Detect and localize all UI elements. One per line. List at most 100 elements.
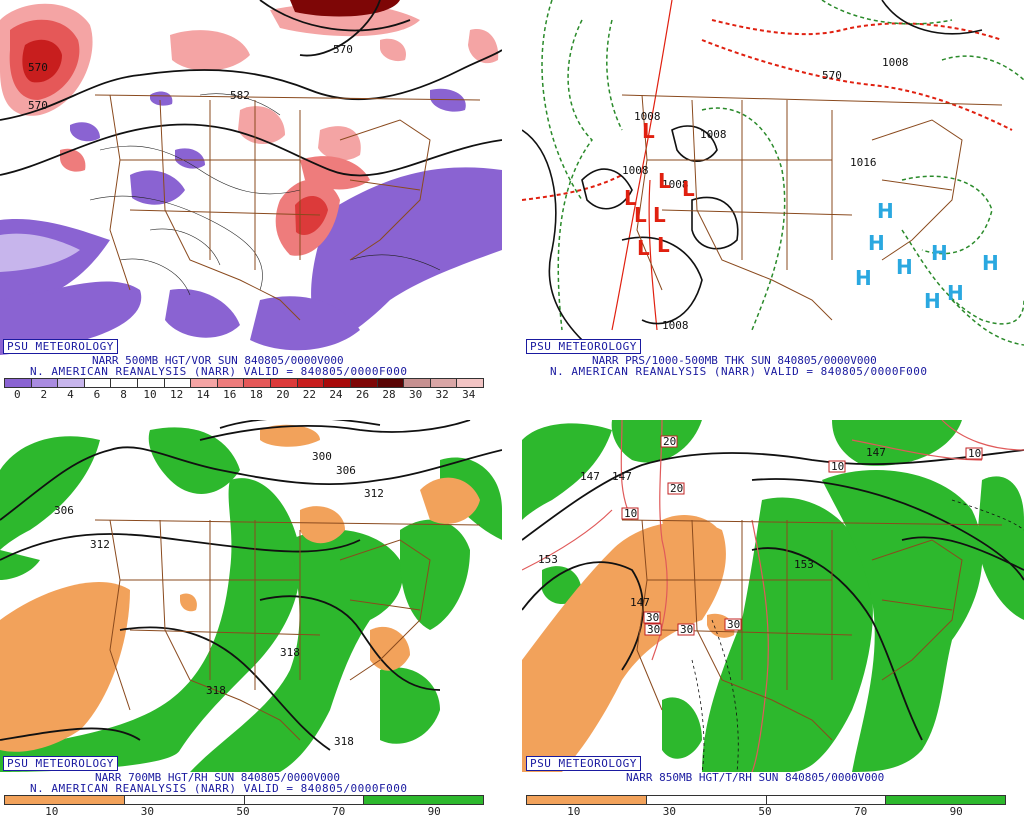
contour-label: 1008 (662, 178, 689, 191)
colorbar-segment (429, 379, 457, 387)
high-pressure-center: H (931, 241, 948, 265)
colorbar-tick-label: 22 (302, 388, 316, 401)
colorbar-segment (30, 379, 58, 387)
colorbar-segment (270, 379, 297, 387)
contour-label: 147 (612, 470, 632, 483)
map-svg-pressure: 570 1008 1008 1008 1008 1008 1008 1016 L… (522, 0, 1024, 355)
colorbar-tick-label: 30 (140, 805, 155, 818)
colorbar-segment (5, 379, 31, 387)
colorbar-tick-label: 10 (143, 388, 157, 401)
high-pressure-center: H (896, 255, 913, 279)
low-pressure-center: L (642, 119, 655, 143)
colorbar-segment (349, 379, 377, 387)
colorbar-tick-label: 70 (853, 805, 868, 818)
psu-meteorology-badge: PSU METEOROLOGY (526, 339, 641, 354)
colorbar-tick-label: 32 (435, 388, 449, 401)
low-pressure-center: L (637, 236, 650, 260)
colorbar-tick-label: 20 (276, 388, 290, 401)
colorbar-tick-label: 12 (169, 388, 184, 401)
colorbar-segment (5, 796, 124, 804)
colorbar-tick-label: 4 (67, 388, 74, 401)
map-svg-700mb: 300 306 312 306 312 318 318 318 (0, 420, 502, 772)
temp-label: 20 (670, 482, 683, 495)
colorbar-segment (403, 379, 430, 387)
map-850mb: 147 147 153 147 153 147 20 20 10 10 10 3… (522, 420, 1024, 772)
temp-label: 10 (831, 460, 844, 473)
contour-label: 312 (364, 487, 384, 500)
colorbar-segment (296, 379, 324, 387)
caption-line1: NARR PRS/1000-500MB THK SUN 840805/0000V… (592, 354, 877, 367)
contour-label: 147 (866, 446, 886, 459)
colorbar-segment (363, 796, 483, 804)
colorbar-segment (456, 379, 483, 387)
map-500mb: 570 570 570 582 (0, 0, 502, 355)
temp-label: 30 (727, 618, 740, 631)
low-pressure-center: L (653, 203, 666, 227)
colorbar-tick-label: 6 (93, 388, 101, 401)
colorbar-segment (243, 796, 364, 804)
colorbar-ticks: 10 30 50 70 90 (526, 805, 1004, 818)
temp-label: 30 (647, 623, 660, 636)
high-pressure-center: H (877, 199, 894, 223)
colorbar-rh (4, 795, 484, 805)
caption-line1: NARR 500MB HGT/VOR SUN 840805/0000V000 (92, 354, 344, 367)
low-pressure-center: L (658, 169, 671, 193)
psu-meteorology-badge: PSU METEOROLOGY (3, 339, 118, 354)
colorbar-segment (190, 379, 217, 387)
contour-label: 1008 (622, 164, 649, 177)
colorbar-tick-label: 10 (567, 805, 581, 818)
colorbar-tick-label: 70 (331, 805, 346, 818)
colorbar-segment (137, 379, 164, 387)
contour-label: 570 (333, 43, 353, 56)
map-svg-500mb: 570 570 570 582 (0, 0, 502, 355)
contour-label: 153 (794, 558, 814, 571)
colorbar-segment (645, 796, 766, 804)
colorbar-segment (123, 796, 244, 804)
contour-label: 300 (312, 450, 332, 463)
colorbar-segment (323, 379, 350, 387)
contour-label: 306 (54, 504, 74, 517)
low-pressure-center: L (634, 203, 647, 227)
contour-label: 582 (230, 89, 250, 102)
colorbar-tick-label: 28 (382, 388, 396, 401)
panel-pressure-thickness: 570 1008 1008 1008 1008 1008 1008 1016 L… (522, 0, 1024, 402)
caption-line2: N. AMERICAN REANALYSIS (NARR) VALID = 84… (30, 782, 408, 795)
temp-label: 30 (680, 623, 693, 636)
colorbar-tick-label: 0 (13, 388, 21, 401)
colorbar-segment (765, 796, 886, 804)
contour-label: 318 (206, 684, 226, 697)
colorbar-tick-label: 14 (196, 388, 210, 401)
temp-label: 10 (624, 507, 637, 520)
low-pressure-center: L (682, 177, 695, 201)
colorbar-tick-label: 8 (120, 388, 127, 401)
contour-label: 318 (334, 735, 354, 748)
colorbar-segment (83, 379, 111, 387)
colorbar-segment (57, 379, 84, 387)
map-700mb: 300 306 312 306 312 318 318 318 (0, 420, 502, 772)
caption-line1: NARR 700MB HGT/RH SUN 840805/0000V000 (95, 771, 341, 784)
colorbar-tick-label: 26 (355, 388, 370, 401)
colorbar-segment (376, 379, 404, 387)
panel-700mb-rh: 300 306 312 306 312 318 318 318 PSU METE… (0, 420, 502, 819)
panel-850mb-temp-rh: 147 147 153 147 153 147 20 20 10 10 10 3… (522, 420, 1024, 819)
contour-label: 318 (280, 646, 300, 659)
high-pressure-center: H (947, 281, 964, 305)
colorbar-tick-label: 50 (236, 805, 250, 818)
low-pressure-center: L (624, 186, 637, 210)
colorbar-tick-label: 10 (45, 805, 59, 818)
contour-label: 1008 (700, 128, 727, 141)
colorbar-segment (163, 379, 191, 387)
colorbar-tick-label: 30 (408, 388, 423, 401)
caption-line1: NARR 850MB HGT/T/RH SUN 840805/0000V000 (626, 771, 885, 784)
psu-meteorology-badge: PSU METEOROLOGY (526, 756, 641, 771)
colorbar-segment (527, 796, 646, 804)
contour-label: 570 (822, 69, 842, 82)
temp-label: 10 (968, 447, 981, 460)
colorbar-ticks: 0 2 4 6 8 10 12 14 16 18 20 22 24 26 28 30 32 34 (4, 388, 482, 401)
colorbar-vorticity (4, 378, 484, 388)
colorbar-tick-label: 30 (662, 805, 677, 818)
contour-label: 147 (630, 596, 650, 609)
colorbar-tick-label: 50 (758, 805, 772, 818)
temp-label: 20 (663, 435, 676, 448)
colorbar-tick-label: 90 (427, 805, 441, 818)
